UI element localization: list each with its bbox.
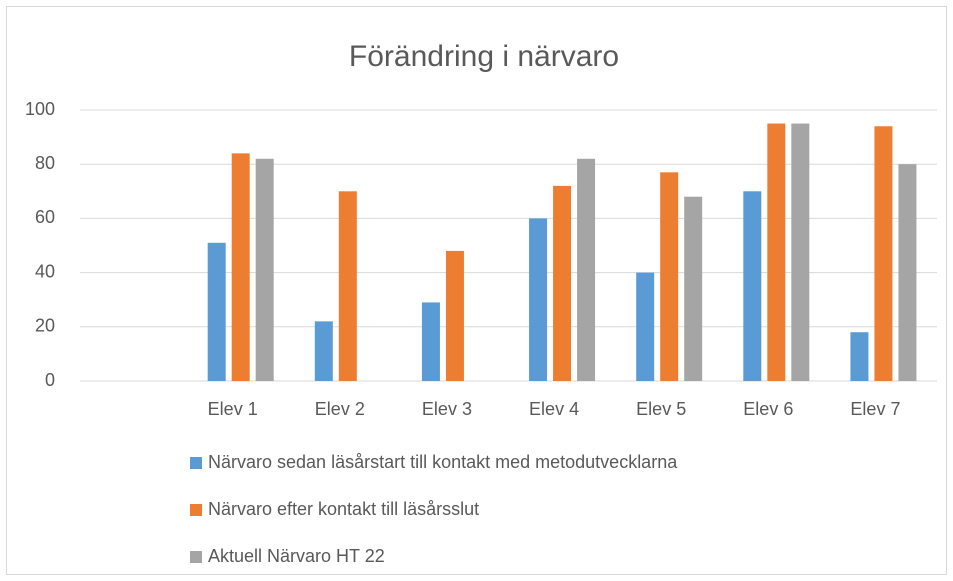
x-tick-label: Elev 4: [529, 399, 579, 419]
legend-label: Aktuell Närvaro HT 22: [208, 546, 385, 566]
bar: [767, 123, 786, 382]
y-tick-label: 60: [35, 207, 55, 227]
bar: [660, 172, 679, 381]
x-tick-label: Elev 6: [743, 399, 793, 419]
bar: [231, 153, 250, 381]
x-tick-label: Elev 7: [850, 399, 900, 419]
y-tick-label: 80: [35, 153, 55, 173]
bar: [445, 250, 464, 381]
y-tick-label: 20: [35, 316, 55, 336]
bar: [791, 123, 810, 382]
legend-label: Närvaro sedan läsårstart till kontakt me…: [208, 452, 678, 472]
legend-swatch: [190, 504, 202, 516]
bar: [338, 191, 357, 381]
bar: [255, 158, 274, 381]
bar: [874, 126, 893, 381]
y-tick-label: 0: [45, 370, 55, 390]
y-tick-label: 40: [35, 261, 55, 281]
bar: [898, 164, 917, 381]
chart-title: Förändring i närvaro: [349, 40, 619, 73]
bar: [743, 191, 762, 381]
bar: [529, 218, 548, 381]
legend-swatch: [190, 551, 202, 563]
x-tick-label: Elev 2: [315, 399, 365, 419]
x-tick-label: Elev 1: [208, 399, 258, 419]
bar: [553, 185, 572, 381]
chart-border: [6, 6, 947, 575]
bar: [207, 242, 226, 381]
bar: [684, 196, 703, 381]
bar: [850, 332, 869, 381]
bar: [314, 321, 333, 381]
bar: [577, 158, 596, 381]
bar: [421, 302, 440, 381]
bar: [636, 272, 655, 381]
x-tick-label: Elev 3: [422, 399, 472, 419]
legend-label: Närvaro efter kontakt till läsårsslut: [208, 499, 479, 519]
x-tick-label: Elev 5: [636, 399, 686, 419]
legend-swatch: [190, 457, 202, 469]
y-tick-label: 100: [25, 99, 55, 119]
